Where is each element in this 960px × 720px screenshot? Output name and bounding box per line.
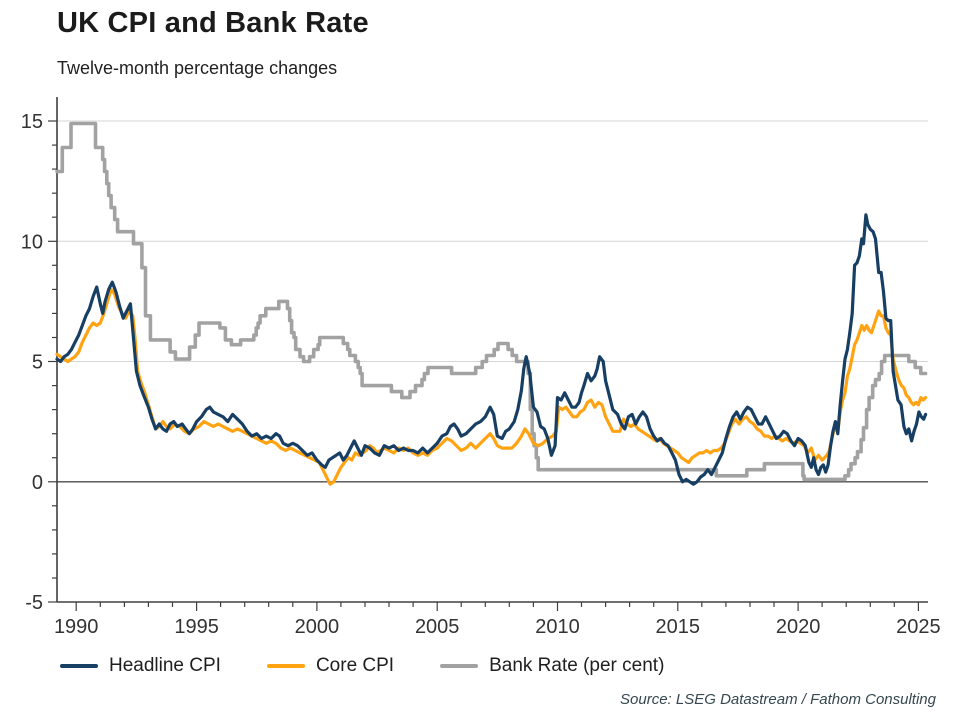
legend-item-bank-rate: Bank Rate (per cent): [440, 655, 664, 677]
x-tick-label: 2020: [776, 616, 821, 638]
legend: Headline CPI Core CPI Bank Rate (per cen…: [60, 655, 664, 677]
legend-item-headline-cpi: Headline CPI: [60, 655, 221, 677]
bank-rate-line-swatch: [440, 664, 479, 668]
y-tick-label: 10: [21, 231, 43, 253]
legend-label-core-cpi: Core CPI: [315, 655, 395, 676]
y-tick-label: 0: [32, 472, 43, 494]
core-cpi-line: [55, 287, 928, 486]
source-credit: Source: LSEG Datastream / Fathom Consult…: [620, 691, 936, 708]
y-tick-label: 5: [32, 352, 43, 374]
headline-cpi-line-swatch: [60, 664, 98, 668]
x-tick-label: 2000: [295, 616, 340, 638]
x-tick-label: 2010: [535, 616, 580, 638]
x-tick-label: 2025: [896, 616, 941, 638]
x-tick-label: 1990: [54, 616, 99, 638]
y-tick-label: -5: [25, 592, 43, 614]
y-tick-label: 15: [21, 111, 43, 133]
chart-subtitle: Twelve-month percentage changes: [57, 58, 338, 78]
legend-item-core-cpi: Core CPI: [266, 655, 395, 677]
chart-title: UK CPI and Bank Rate: [57, 7, 369, 39]
x-tick-label: 2015: [656, 616, 701, 638]
legend-label-bank-rate: Bank Rate (per cent): [489, 655, 665, 676]
legend-label-headline-cpi: Headline CPI: [109, 655, 221, 676]
headline-cpi-line: [55, 213, 928, 486]
x-tick-label: 1995: [174, 616, 219, 638]
bank-rate-per-cent-line: [55, 121, 928, 482]
x-tick-label: 2005: [415, 616, 460, 638]
core-cpi-line-swatch: [266, 664, 305, 668]
